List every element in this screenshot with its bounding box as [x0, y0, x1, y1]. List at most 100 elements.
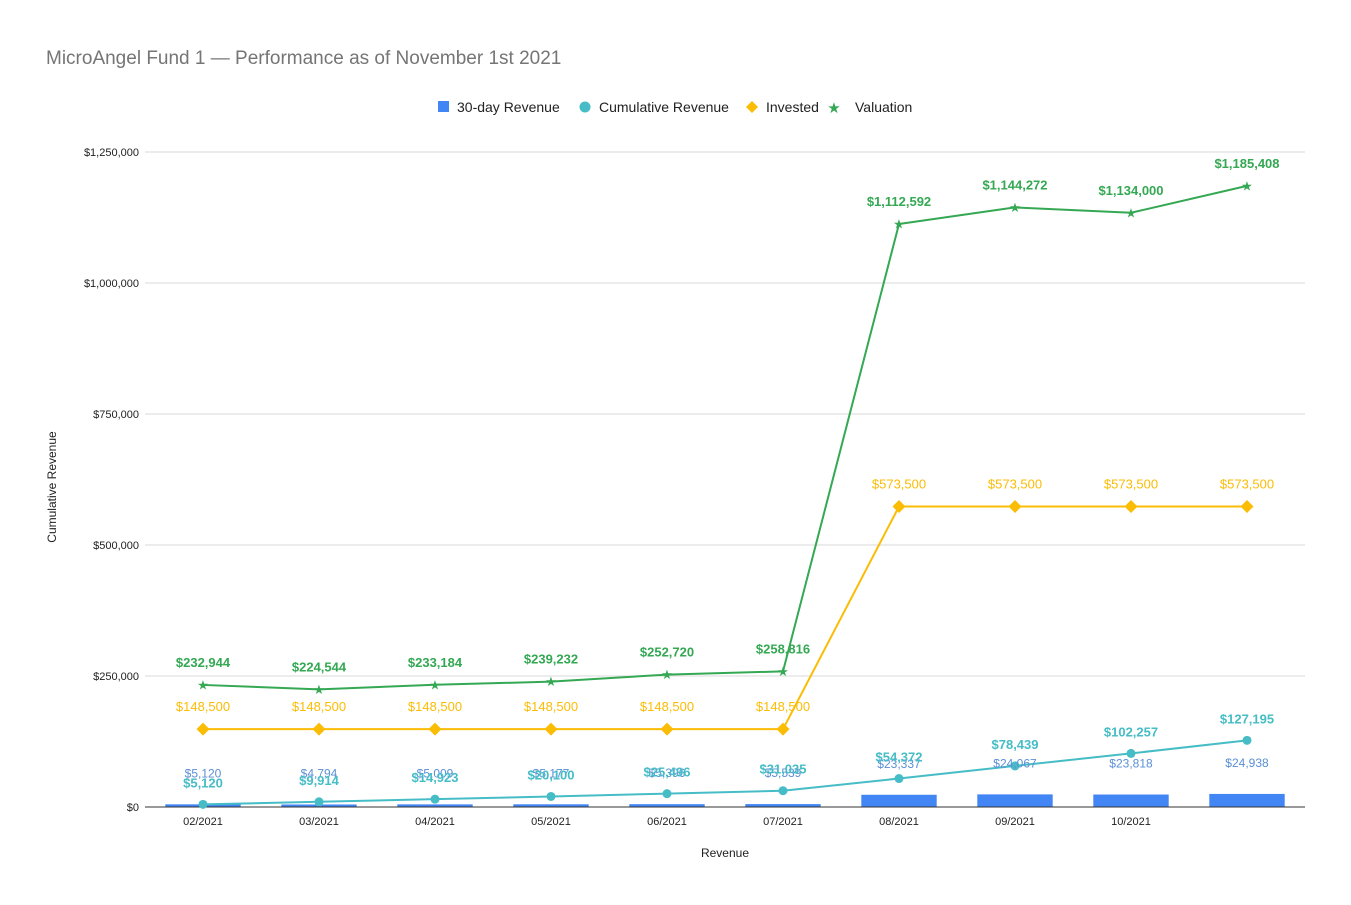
- data-label-valuation: $1,112,592: [867, 194, 931, 209]
- point-cumulative: [546, 791, 556, 801]
- legend-marker-circle: [579, 101, 591, 113]
- series-line-cumulative: [202, 739, 1248, 806]
- point-cumulative: [1126, 748, 1136, 758]
- data-label-30-day-revenue: $24,067: [993, 756, 1037, 770]
- data-label-30-day-revenue: $23,818: [1109, 757, 1153, 771]
- legend-item-invested: Invested: [746, 99, 819, 115]
- data-label-valuation: $1,185,408: [1214, 156, 1279, 171]
- x-tick-label: 06/2021: [647, 816, 687, 828]
- bar: [745, 804, 821, 807]
- data-label-valuation: $1,144,272: [982, 177, 1047, 192]
- data-label-30-day-revenue: $5,539: [765, 766, 802, 780]
- bar: [861, 794, 937, 807]
- data-label-valuation: $1,134,000: [1098, 183, 1163, 198]
- data-labels: $5,120 $4,794 $5,009 $5,177 $5,396 $5,539 $23,…: [176, 156, 1280, 790]
- legend-item-cumulative-revenue: Cumulative Revenue: [579, 99, 729, 115]
- x-tick-label: 02/2021: [183, 816, 223, 828]
- x-tick-label: 09/2021: [995, 816, 1035, 828]
- data-label-invested: $148,500: [292, 699, 346, 714]
- point-valuation: ★: [1009, 201, 1021, 216]
- point-invested: [312, 722, 326, 736]
- data-label-invested: $573,500: [1220, 476, 1274, 491]
- x-tick-label: 03/2021: [299, 816, 339, 828]
- point-invested: [892, 499, 906, 513]
- y-tick-label: $0: [127, 802, 139, 814]
- point-cumulative: [778, 786, 788, 796]
- data-label-invested: $148,500: [640, 699, 694, 714]
- point-cumulative: [198, 799, 208, 809]
- data-label-30-day-revenue: $5,009: [417, 766, 454, 780]
- point-valuation: ★: [197, 678, 209, 693]
- y-tick-label: $250,000: [93, 671, 139, 683]
- gridlines: [145, 151, 1305, 677]
- data-label-30-day-revenue: $4,794: [301, 766, 338, 780]
- data-label-invested: $148,500: [524, 699, 578, 714]
- data-label-invested: $573,500: [872, 476, 926, 491]
- bar: [513, 804, 589, 807]
- bar: [1209, 793, 1285, 807]
- data-label-valuation: $232,944: [176, 655, 231, 670]
- legend-label-invested: Invested: [766, 99, 819, 115]
- point-invested: [428, 722, 442, 736]
- data-label-invested: $148,500: [756, 699, 810, 714]
- data-label-30-day-revenue: $5,120: [185, 766, 222, 780]
- legend-label-30-day-revenue: 30-day Revenue: [457, 99, 560, 115]
- point-cumulative: [1242, 735, 1252, 745]
- point-cumulative: [662, 789, 672, 799]
- legend-marker-star: ★: [827, 99, 840, 117]
- point-valuation: ★: [313, 683, 325, 698]
- data-label-30-day-revenue: $23,337: [877, 757, 921, 771]
- bar: [629, 804, 705, 807]
- data-label-invested: $573,500: [988, 476, 1042, 491]
- y-tick-label: $500,000: [93, 540, 139, 552]
- data-label-valuation: $258,816: [756, 641, 810, 656]
- legend-item-valuation: ★ Valuation: [827, 99, 912, 117]
- data-label-cumulative: $14,923: [412, 770, 459, 785]
- data-label-30-day-revenue: $24,938: [1225, 756, 1269, 770]
- point-valuation: ★: [661, 668, 673, 683]
- x-tick-label: 08/2021: [879, 816, 919, 828]
- y-axis-ticks: $0 $250,000 $500,000 $750,000 $1,000,000 $1,2…: [84, 147, 139, 814]
- data-label-valuation: $233,184: [408, 655, 463, 670]
- series-line-invested: [203, 505, 1247, 731]
- legend-marker-diamond: [746, 101, 758, 113]
- point-cumulative: [894, 774, 904, 784]
- data-label-invested: $148,500: [176, 699, 230, 714]
- y-axis-title: Cumulative Revenue: [45, 431, 59, 543]
- legend-label-cumulative-revenue: Cumulative Revenue: [599, 99, 729, 115]
- chart-title: MicroAngel Fund 1 — Performance as of No…: [46, 48, 561, 69]
- data-label-cumulative: $127,195: [1220, 711, 1274, 726]
- bar: [1093, 794, 1169, 807]
- data-label-valuation: $252,720: [640, 645, 694, 660]
- data-label-cumulative: $20,100: [528, 767, 575, 782]
- y-tick-label: $750,000: [93, 409, 139, 421]
- bar: [977, 794, 1053, 807]
- data-label-invested: $573,500: [1104, 476, 1158, 491]
- data-label-cumulative: $78,439: [992, 737, 1039, 752]
- data-label-invested: $148,500: [408, 699, 462, 714]
- bar: [397, 804, 473, 807]
- point-invested: [544, 722, 558, 736]
- point-invested: [660, 722, 674, 736]
- legend-label-valuation: Valuation: [855, 99, 912, 115]
- line-series: ★ ★ ★ ★ ★ ★ ★ ★ ★ ★: [196, 179, 1254, 809]
- y-tick-label: $1,250,000: [84, 147, 139, 159]
- point-valuation: ★: [429, 678, 441, 693]
- x-axis-ticks: 02/2021 03/2021 04/2021 05/2021 06/2021 07/20…: [183, 816, 1151, 828]
- point-cumulative: [314, 797, 324, 807]
- data-label-30-day-revenue: $5,396: [649, 766, 686, 780]
- data-label-cumulative: $54,372: [876, 750, 923, 765]
- data-label-30-day-revenue: $5,177: [533, 766, 570, 780]
- y-tick-label: $1,000,000: [84, 278, 139, 290]
- point-valuation: ★: [893, 218, 905, 233]
- point-valuation: ★: [777, 665, 789, 680]
- data-label-valuation: $239,232: [524, 652, 578, 667]
- point-invested: [776, 722, 790, 736]
- data-label-valuation: $224,544: [292, 659, 347, 674]
- chart-legend: 30-day Revenue Cumulative Revenue Invest…: [438, 99, 912, 117]
- x-tick-label: 10/2021: [1111, 816, 1151, 828]
- point-valuation: ★: [545, 675, 557, 690]
- point-invested: [1240, 499, 1254, 513]
- data-label-cumulative: $5,120: [183, 775, 223, 790]
